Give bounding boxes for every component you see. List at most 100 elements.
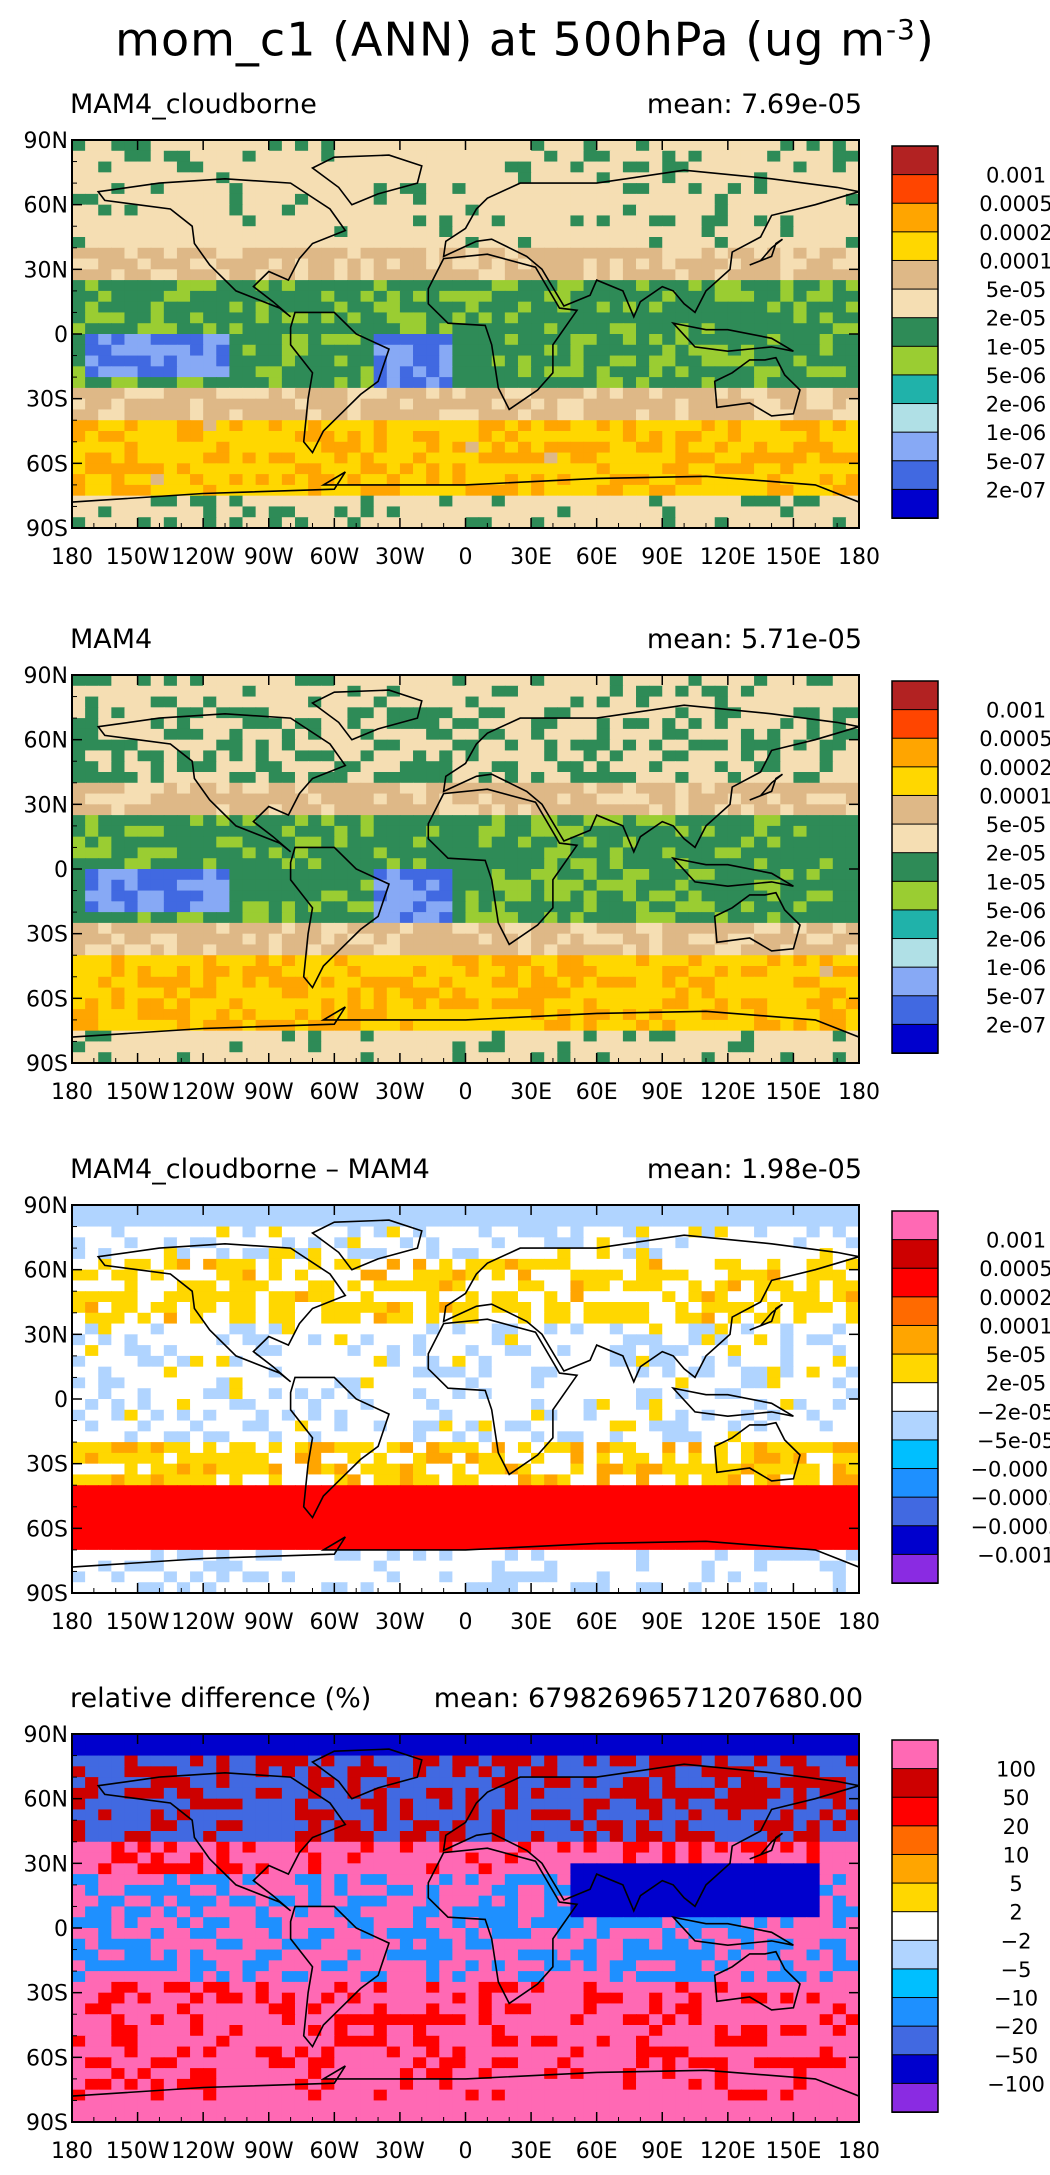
field-cell [754, 517, 768, 529]
field-cell [176, 901, 191, 913]
field-cell [806, 366, 821, 378]
field-cell [662, 804, 676, 816]
field-cell [570, 847, 585, 859]
field-cell [413, 879, 427, 892]
field-cell [360, 312, 375, 324]
field-cell [793, 452, 808, 464]
field-cell [649, 506, 663, 518]
field-cell [98, 506, 112, 518]
field-cell [242, 398, 257, 411]
field-cell [531, 290, 545, 303]
field-cell [491, 1237, 506, 1249]
field-cell [347, 847, 362, 859]
field-cell [452, 804, 467, 816]
field-cell [478, 836, 493, 849]
field-cell [124, 280, 139, 292]
field-cell [727, 847, 742, 859]
field-cell [268, 183, 283, 195]
field-cell [85, 183, 99, 195]
field-cell [229, 804, 244, 816]
field-cell [203, 1215, 217, 1228]
field-cell [399, 976, 414, 989]
field-cell [832, 290, 847, 303]
field-cell [98, 150, 112, 163]
field-cell [98, 912, 112, 924]
field-cell [281, 452, 296, 464]
field-cell [767, 387, 781, 400]
field-cell [124, 355, 139, 367]
field-cell [72, 696, 86, 708]
field-cell [793, 183, 808, 195]
field-cell [596, 344, 611, 357]
field-cell [701, 237, 716, 249]
field-cell [740, 269, 755, 281]
field-cell [780, 912, 795, 924]
field-cell [281, 944, 296, 956]
field-cell [662, 172, 676, 184]
field-cell [229, 463, 244, 475]
field-cell [360, 280, 375, 292]
field-cell [347, 728, 362, 741]
field-cell [675, 836, 690, 849]
field-cell [557, 409, 572, 421]
field-cell [85, 901, 99, 913]
field-cell [544, 237, 558, 249]
field-cell [360, 1269, 375, 1282]
field-cell [570, 890, 585, 902]
field-cell [491, 1052, 506, 1064]
field-cell [491, 987, 506, 999]
field-cell [242, 517, 257, 529]
field-cell [452, 431, 467, 443]
field-cell [517, 922, 532, 935]
colorbar-label: 0.0001 [979, 250, 1050, 274]
field-cell [72, 955, 86, 967]
field-cell [517, 495, 532, 508]
field-cell [531, 484, 545, 497]
field-cell [740, 193, 755, 206]
field-cell [517, 987, 532, 999]
field-cell [163, 495, 178, 508]
field-cell [111, 858, 126, 870]
field-cell [386, 890, 401, 902]
field-cell [242, 323, 257, 335]
field-cell [242, 1258, 257, 1271]
field-cell [465, 912, 480, 924]
field-cell [609, 728, 624, 741]
x-tick-label: 60W [309, 1080, 359, 1105]
coastline [670, 321, 794, 353]
field-cell [727, 976, 742, 989]
field-cell [386, 858, 401, 870]
field-cell [268, 290, 283, 303]
field-cell [360, 140, 375, 152]
field-cell [242, 474, 257, 486]
colorbar: 0.0010.00050.00020.00015e-052e-051e-055e… [891, 145, 1050, 520]
field-cell [452, 879, 467, 892]
field-cell [190, 750, 204, 762]
field-cell [321, 1009, 335, 1021]
field-cell [544, 998, 558, 1010]
field-cell [321, 685, 335, 698]
field-cell [478, 793, 493, 805]
field-cell [294, 675, 309, 687]
field-cell [360, 1019, 375, 1032]
field-cell [636, 815, 650, 827]
field-cell [622, 750, 637, 762]
x-tick-label: 120W [171, 545, 235, 570]
field-cell [150, 761, 165, 773]
field-cell [767, 1052, 781, 1064]
field-cell [517, 506, 532, 518]
field-cell [268, 728, 283, 741]
field-cell [334, 1248, 349, 1260]
field-cell [544, 976, 558, 989]
field-cell [98, 696, 112, 708]
field-cell [609, 825, 624, 838]
field-cell [386, 901, 401, 913]
field-cell [399, 150, 414, 163]
field-cell [386, 226, 401, 238]
field-cell [727, 728, 742, 741]
field-cell [386, 772, 401, 784]
field-cell [72, 344, 86, 357]
field-cell [819, 836, 834, 849]
field-cell [124, 1237, 139, 1249]
field-cell [399, 183, 414, 195]
